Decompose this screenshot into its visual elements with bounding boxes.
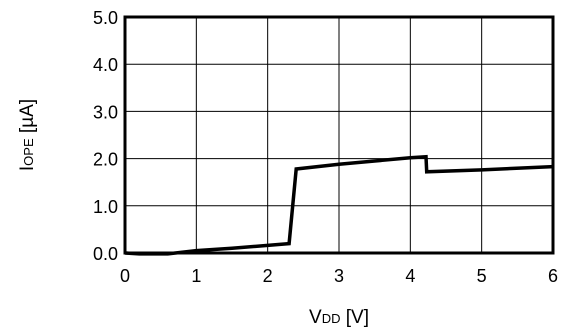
y-axis-title-sub: OPE	[21, 138, 36, 166]
y-tick-labels: 0.0 1.0 2.0 3.0 4.0 5.0	[93, 8, 118, 264]
plot-frame	[123, 15, 555, 255]
y-tick-label: 1.0	[93, 197, 118, 217]
x-axis-title-main: V	[309, 307, 322, 328]
x-tick-label: 5	[477, 266, 487, 286]
x-axis-title-sub: DD	[322, 311, 341, 326]
x-tick-label: 2	[263, 266, 273, 286]
x-tick-label: 3	[334, 266, 344, 286]
x-tick-label: 4	[405, 266, 415, 286]
y-tick-label: 5.0	[93, 8, 118, 28]
x-tick-label: 1	[191, 266, 201, 286]
x-tick-label: 0	[120, 266, 130, 286]
x-axis-title-unit: [V]	[340, 307, 369, 328]
x-tick-label: 6	[548, 266, 558, 286]
y-axis-title: IOPE [µA]	[17, 99, 38, 171]
y-axis-title-main: I	[17, 166, 38, 171]
x-axis-title: VDD [V]	[309, 307, 369, 328]
y-tick-label: 2.0	[93, 150, 118, 170]
y-tick-label: 3.0	[93, 102, 118, 122]
x-tick-labels: 0 1 2 3 4 5 6	[120, 266, 558, 286]
grid	[125, 17, 553, 253]
y-tick-label: 4.0	[93, 55, 118, 75]
y-axis-title-unit: [µA]	[17, 99, 38, 138]
y-tick-label: 0.0	[93, 244, 118, 264]
